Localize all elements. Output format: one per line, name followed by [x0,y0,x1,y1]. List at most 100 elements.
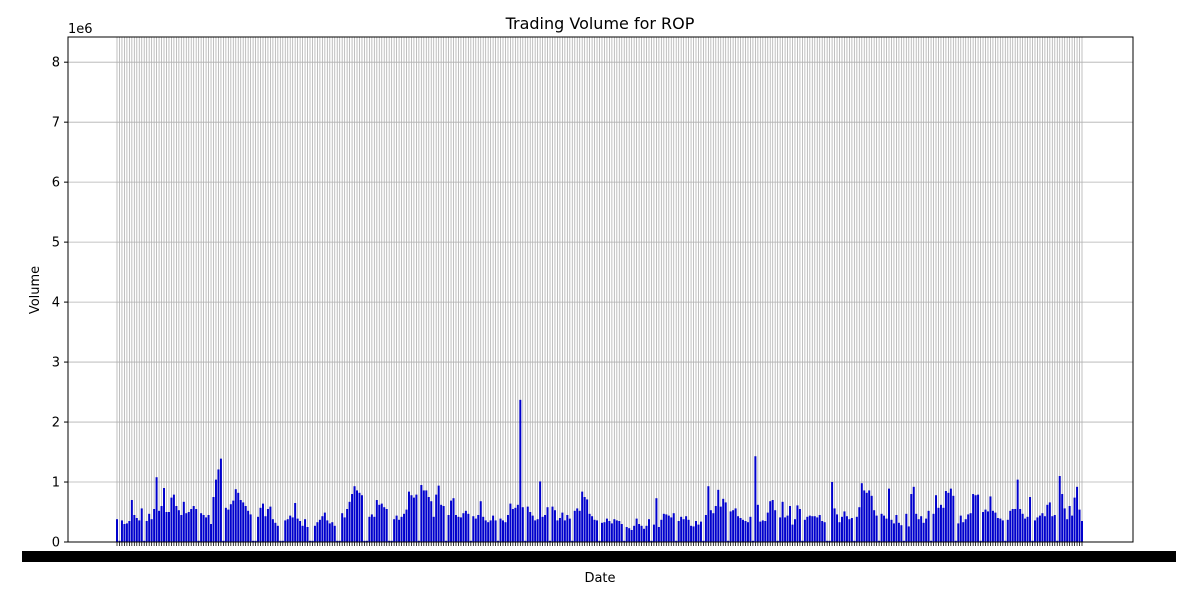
volume-bar [118,540,121,542]
volume-bar [474,518,477,542]
volume-bar [583,497,586,542]
volume-bar [229,504,232,542]
volume-bar [774,510,777,542]
volume-bar [516,504,519,542]
volume-bar [578,510,581,542]
volume-bar [375,500,378,542]
volume-bar [269,506,272,542]
volume-bar [732,510,735,542]
volume-bar [967,514,970,542]
volume-bar [742,519,745,542]
volume-bar [180,515,183,542]
volume-bar [843,511,846,542]
volume-bar [581,491,584,542]
volume-bar [499,518,502,542]
volume-bar [779,517,782,542]
volume-bar [331,522,334,542]
volume-bar [947,492,950,542]
volume-bar [400,516,403,542]
volume-bar [979,540,982,542]
volume-bar [989,496,992,542]
volume-bar [388,540,391,542]
volume-bar [662,513,665,542]
volume-bar [605,518,608,542]
volume-bar [1046,504,1049,542]
volume-bar [155,477,158,542]
volume-bar [502,520,504,542]
volume-bar [573,510,576,542]
volume-bar [316,522,319,542]
volume-bar [850,518,853,542]
volume-bar [133,515,136,542]
volume-bar [949,488,952,542]
volume-bar [346,509,349,542]
volume-bar [600,522,603,542]
volume-bar [534,520,537,542]
volume-bar [655,498,658,542]
volume-bar [729,511,732,542]
volume-bar [323,512,326,542]
volume-bar [845,516,848,542]
volume-bar [596,520,599,542]
volume-bar [888,488,890,542]
volume-bar [613,519,616,542]
volume-bar [197,540,200,542]
volume-bar [620,524,623,542]
volume-bar [791,524,794,542]
volume-bar [556,520,559,542]
x-axis-ticks [22,542,1176,562]
volume-bar [885,518,888,542]
y-tick-label: 4 [52,296,60,311]
volume-bar [358,492,361,542]
volume-bar [123,524,126,542]
volume-bar [130,500,133,542]
volume-bar [239,500,242,542]
volume-bar [291,517,294,542]
volume-bar [640,525,643,542]
volume-bar [167,512,170,542]
volume-bar [1001,520,1004,542]
volume-bar [868,490,871,542]
volume-bar [677,521,680,542]
volume-bar [153,509,156,542]
volume-bar [615,520,618,542]
volume-bar [284,520,287,542]
volume-bar [165,512,168,542]
volume-bar [489,520,492,542]
volume-bar [521,507,524,542]
volume-bar [214,479,217,542]
volume-bar [170,497,173,542]
volume-bar [593,519,596,542]
volume-bar [301,525,304,542]
volume-bar [447,515,450,542]
volume-bar [135,518,138,542]
volume-bar [175,506,178,542]
volume-bar [833,508,836,542]
volume-bar [897,522,900,542]
volume-bar [427,497,430,542]
volume-bar [756,504,759,542]
volume-bar [1004,540,1007,542]
volume-bar [1029,497,1032,542]
volume-bar [445,540,448,542]
volume-bar [954,540,957,542]
volume-bar [870,495,873,542]
volume-bar [410,495,413,542]
volume-bar [746,522,749,542]
volume-bar [309,540,311,542]
volume-bar [1061,494,1064,542]
volume-bar [259,507,262,542]
volume-bar [670,517,673,542]
volume-bar [261,503,264,542]
volume-bar [618,521,621,542]
volume-bar [630,530,633,542]
volume-bar [563,520,566,542]
volume-bar [1053,515,1056,542]
bar-series [116,399,1083,542]
volume-bar [771,500,774,542]
volume-bar [195,509,198,542]
volume-bar [722,498,725,542]
volume-bar [1016,479,1019,542]
volume-bar [1011,509,1014,542]
volume-bar [848,519,851,542]
